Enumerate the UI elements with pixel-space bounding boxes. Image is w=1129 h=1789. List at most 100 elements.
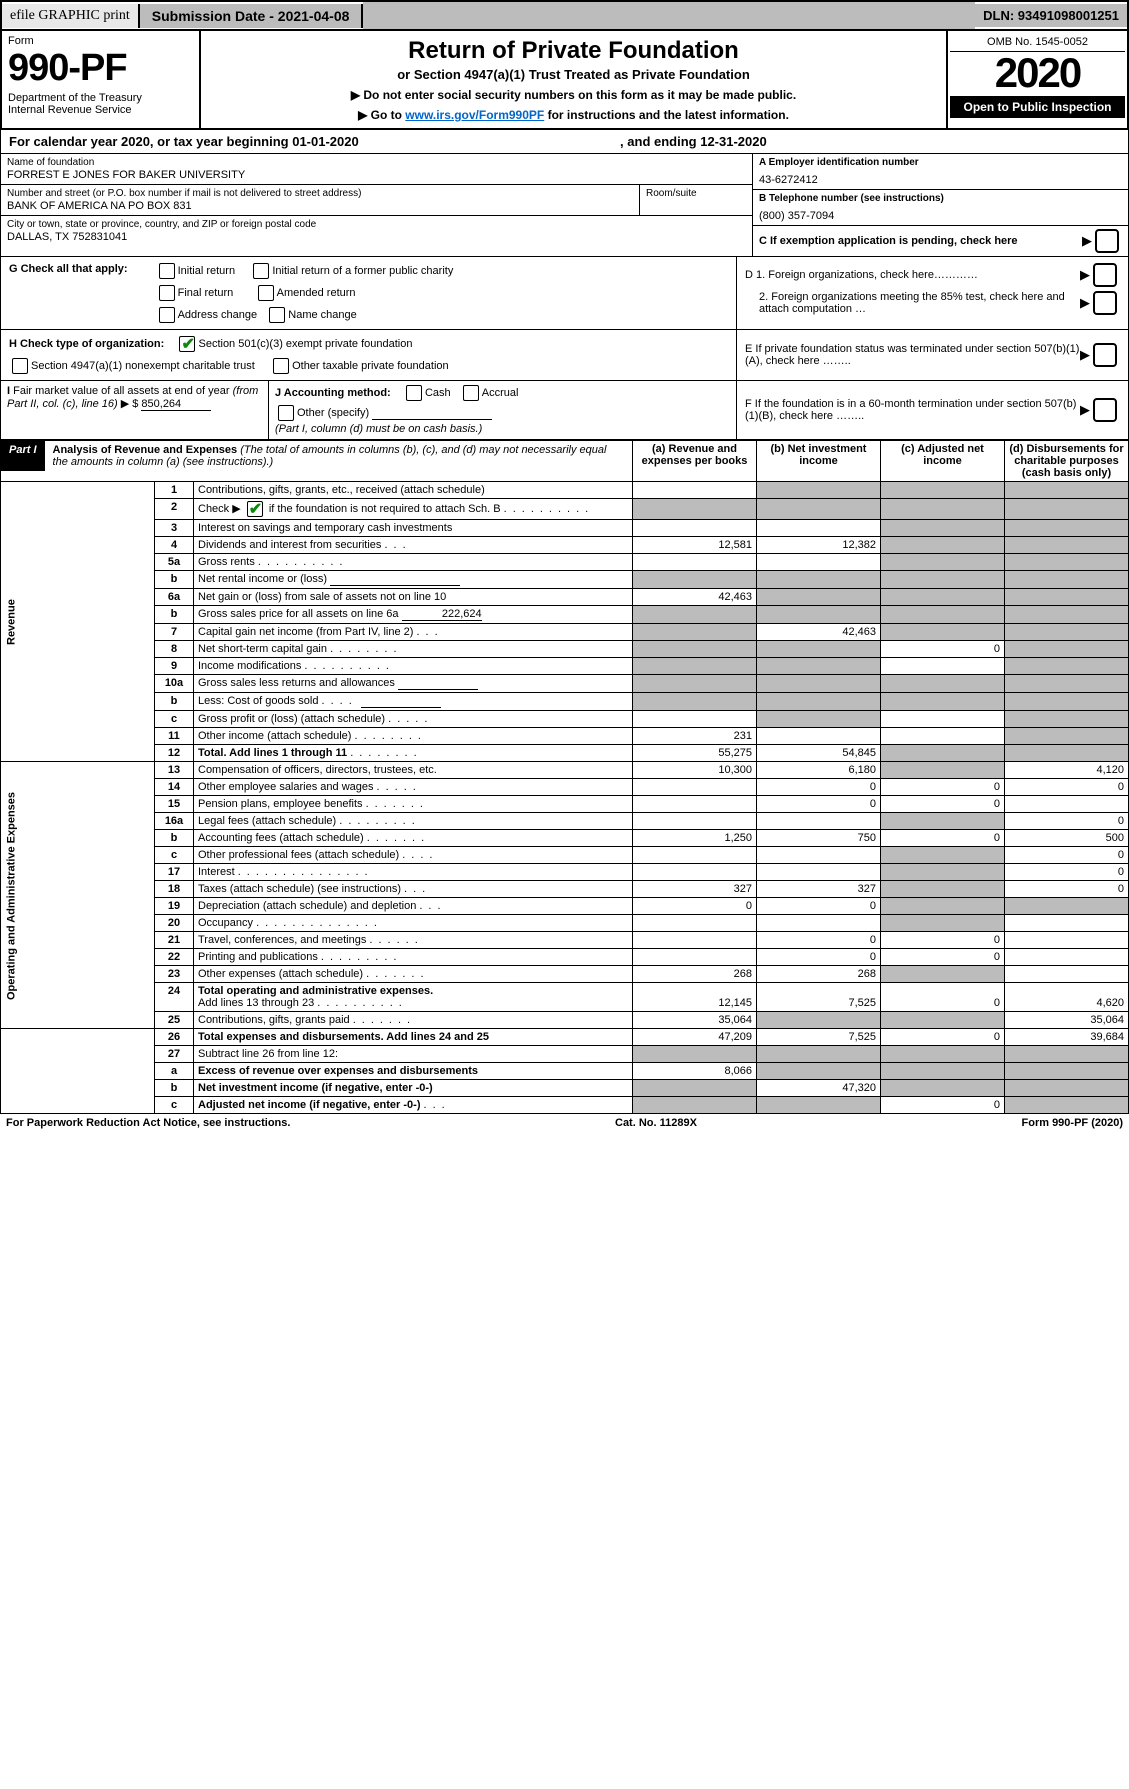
arrow-icon: ▶ [1080, 295, 1090, 311]
j-label: J Accounting method: [275, 387, 391, 399]
initial-former-checkbox[interactable] [253, 263, 269, 279]
line25-a: 35,064 [633, 1012, 757, 1029]
line14-d: 0 [1005, 779, 1129, 796]
line26-c: 0 [881, 1029, 1005, 1046]
line13-b: 6,180 [757, 762, 881, 779]
line23-a: 268 [633, 966, 757, 983]
i-label: I [7, 385, 10, 397]
line21-b: 0 [757, 932, 881, 949]
room-label: Room/suite [646, 188, 746, 199]
f-checkbox[interactable] [1093, 398, 1117, 422]
line15-b: 0 [757, 796, 881, 813]
line3-desc: Interest on savings and temporary cash i… [194, 520, 633, 537]
foundation-name-cell: Name of foundation FORREST E JONES FOR B… [1, 154, 752, 185]
section-d: D 1. Foreign organizations, check here……… [737, 257, 1128, 329]
line16a-d: 0 [1005, 813, 1129, 830]
col-c-header: (c) Adjusted net income [881, 441, 1005, 482]
open-to-public: Open to Public Inspection [950, 96, 1125, 118]
d1-checkbox[interactable] [1093, 263, 1117, 287]
part1-table: Part I Analysis of Revenue and Expenses … [0, 440, 1129, 1114]
header-right: OMB No. 1545-0052 2020 Open to Public In… [948, 31, 1127, 128]
form-subtitle: or Section 4947(a)(1) Trust Treated as P… [211, 67, 936, 82]
accrual-checkbox[interactable] [463, 385, 479, 401]
f-label: F If the foundation is in a 60-month ter… [745, 398, 1080, 422]
line7-desc: Capital gain net income (from Part IV, l… [198, 626, 413, 638]
exemption-checkbox[interactable] [1095, 229, 1119, 253]
other-method-checkbox[interactable] [278, 405, 294, 421]
line26-desc: Total expenses and disbursements. Add li… [198, 1031, 489, 1043]
line24-a: 12,145 [633, 983, 757, 1012]
line2-desc: Check ▶ if the foundation is not require… [194, 499, 633, 520]
line5a-desc: Gross rents [198, 556, 255, 568]
line27b-desc: Net investment income (if negative, ente… [198, 1082, 433, 1094]
other-taxable-checkbox[interactable] [273, 358, 289, 374]
line17-desc: Interest [198, 866, 235, 878]
room-cell: Room/suite [640, 185, 752, 215]
part1-label: Part I [1, 441, 45, 471]
line27a-a: 8,066 [633, 1063, 757, 1080]
address-change-checkbox[interactable] [159, 307, 175, 323]
e-checkbox[interactable] [1093, 343, 1117, 367]
cash-checkbox[interactable] [406, 385, 422, 401]
exempt-pf-checkbox[interactable] [179, 336, 195, 352]
line20-desc: Occupancy [198, 917, 253, 929]
line21-c: 0 [881, 932, 1005, 949]
line27c-c: 0 [881, 1097, 1005, 1114]
accrual-label: Accrual [482, 387, 519, 399]
name-change-checkbox[interactable] [269, 307, 285, 323]
line1-desc: Contributions, gifts, grants, etc., rece… [194, 482, 633, 499]
d2-label: 2. Foreign organizations meeting the 85%… [745, 291, 1080, 315]
note2-post: for instructions and the latest informat… [544, 108, 789, 122]
line6b-desc: Gross sales price for all assets on line… [198, 608, 399, 620]
line2-checkbox[interactable] [247, 501, 263, 517]
col-d-header: (d) Disbursements for charitable purpose… [1005, 441, 1129, 482]
line13-d: 4,120 [1005, 762, 1129, 779]
final-return-checkbox[interactable] [159, 285, 175, 301]
line10b-desc: Less: Cost of goods sold [198, 695, 318, 707]
line26-a: 47,209 [633, 1029, 757, 1046]
ein-cell: A Employer identification number 43-6272… [753, 154, 1128, 190]
top-bar: efile GRAPHIC print Submission Date - 20… [0, 0, 1129, 31]
d2-checkbox[interactable] [1093, 291, 1117, 315]
line12-desc: Total. Add lines 1 through 11 [198, 747, 347, 759]
section-g: G Check all that apply: Initial return I… [1, 257, 737, 329]
arrow-icon: ▶ [1080, 267, 1090, 283]
addr-label: Number and street (or P.O. box number if… [7, 188, 633, 199]
address-row: Number and street (or P.O. box number if… [1, 185, 752, 216]
city-label: City or town, state or province, country… [7, 219, 746, 230]
line9-desc: Income modifications [198, 660, 301, 672]
section-i-j-f: I Fair market value of all assets at end… [0, 381, 1129, 440]
line26-b: 7,525 [757, 1029, 881, 1046]
note-ssn: ▶ Do not enter social security numbers o… [211, 88, 936, 102]
header-left: Form 990-PF Department of the Treasury I… [2, 31, 201, 128]
line16a-desc: Legal fees (attach schedule) [198, 815, 336, 827]
line27c-desc: Adjusted net income (if negative, enter … [198, 1099, 420, 1111]
trust-checkbox[interactable] [12, 358, 28, 374]
section-h: H Check type of organization: Section 50… [1, 330, 737, 380]
arrow-icon: ▶ [1082, 233, 1092, 249]
tax-year: 2020 [950, 52, 1125, 94]
line19-desc: Depreciation (attach schedule) and deple… [198, 900, 416, 912]
exempt-label: Section 501(c)(3) exempt private foundat… [198, 338, 412, 350]
line16c-d: 0 [1005, 847, 1129, 864]
form-header: Form 990-PF Department of the Treasury I… [0, 31, 1129, 130]
ein: 43-6272412 [759, 174, 1122, 186]
section-g-d: G Check all that apply: Initial return I… [0, 257, 1129, 330]
line23-desc: Other expenses (attach schedule) [198, 968, 363, 980]
line8-c: 0 [881, 641, 1005, 658]
initial-return-checkbox[interactable] [159, 263, 175, 279]
top-spacer [363, 2, 975, 29]
calendar-year-row: For calendar year 2020, or tax year begi… [0, 130, 1129, 154]
col-a-header: (a) Revenue and expenses per books [633, 441, 757, 482]
name-label: Name of foundation [7, 157, 746, 168]
form-instructions-link[interactable]: www.irs.gov/Form990PF [405, 108, 544, 122]
line15-c: 0 [881, 796, 1005, 813]
entity-info: Name of foundation FORREST E JONES FOR B… [0, 154, 1129, 257]
line27-desc: Subtract line 26 from line 12: [194, 1046, 633, 1063]
line25-d: 35,064 [1005, 1012, 1129, 1029]
line24-desc: Total operating and administrative expen… [198, 985, 433, 997]
arrow-icon: ▶ [1080, 347, 1090, 363]
amended-return-checkbox[interactable] [258, 285, 274, 301]
fmv-value: 850,264 [141, 398, 211, 411]
info-right: A Employer identification number 43-6272… [752, 154, 1128, 256]
